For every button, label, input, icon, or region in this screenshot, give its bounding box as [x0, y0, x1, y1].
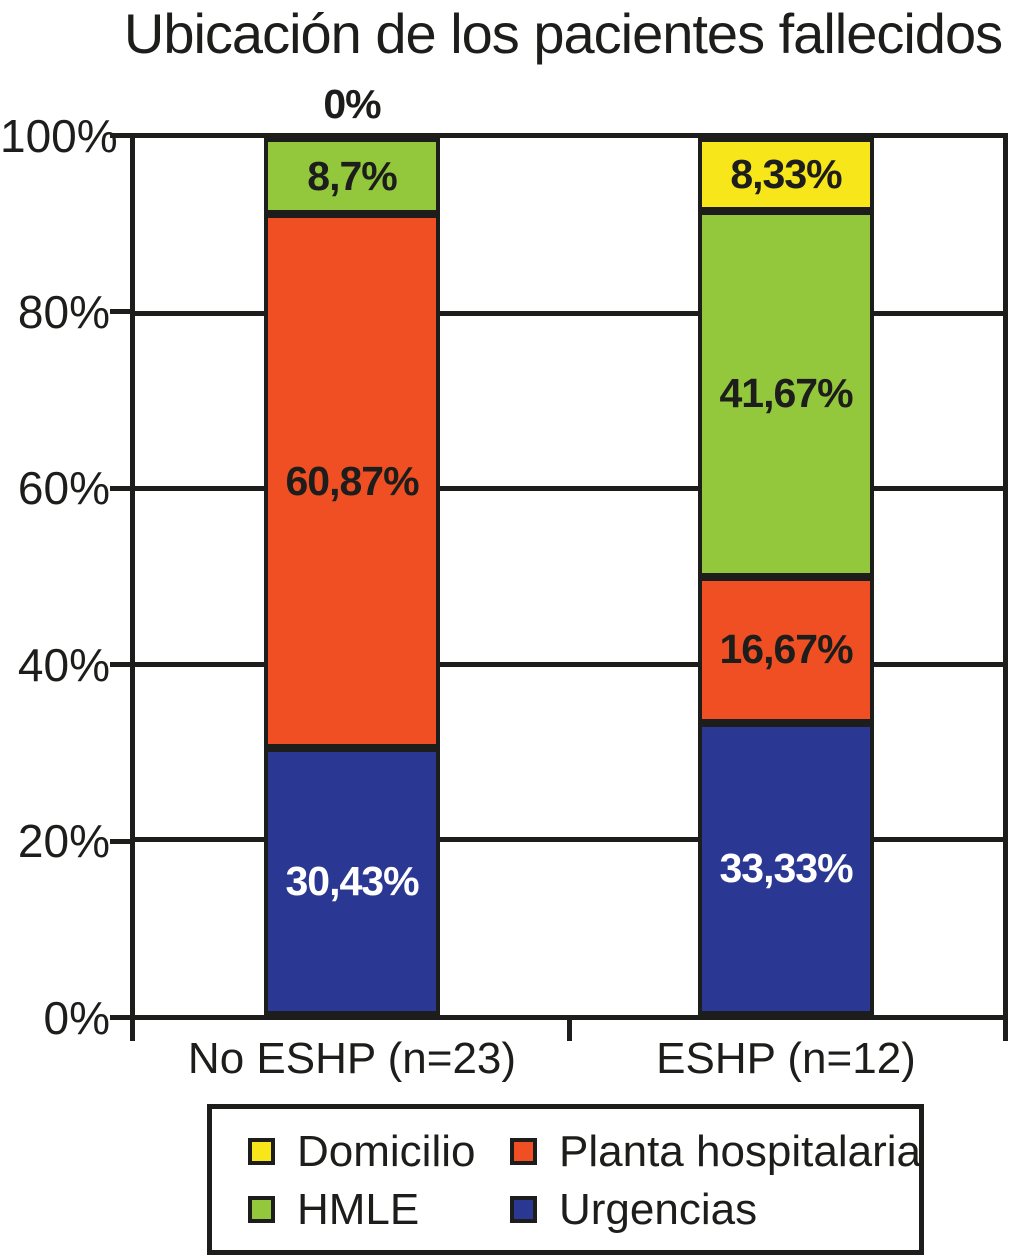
- bar-segment-hmle: 41,67%: [698, 211, 874, 577]
- legend-swatch: [248, 1138, 275, 1165]
- bar-value-label: 8,33%: [730, 151, 842, 198]
- bar-segment-domicilio: 8,33%: [698, 138, 874, 212]
- legend-swatch: [510, 1138, 537, 1165]
- bar-value-label: 60,87%: [285, 457, 419, 504]
- gridline: [135, 310, 1003, 316]
- x-axis-category-label: ESHP (n=12): [656, 1034, 916, 1083]
- x-axis-tick: [566, 1015, 572, 1041]
- legend-swatch: [248, 1196, 275, 1223]
- bar-eshp: 33,33% 16,67% 41,67% 8,33%: [698, 138, 874, 1015]
- y-axis-tick-label: 0%: [43, 991, 110, 1044]
- bar-segment-urgencias: 30,43%: [264, 748, 440, 1015]
- bar-value-label: 16,67%: [719, 626, 853, 673]
- y-axis-tick-label: 80%: [17, 285, 110, 338]
- bar-value-label: 30,43%: [285, 858, 419, 905]
- legend-label: Domicilio: [297, 1126, 476, 1176]
- legend-item-domicilio: Domicilio: [248, 1127, 510, 1177]
- plot-area: 30,43% 60,87% 8,7% 33,33% 16,67% 41,67% 8,33%: [130, 133, 1008, 1020]
- y-axis-tick: [110, 1015, 131, 1020]
- legend: Domicilio Planta hospitalaria HMLE Urgencia…: [207, 1104, 924, 1255]
- legend-item-planta-hospitalaria: Planta hospitalaria: [510, 1127, 921, 1177]
- bar-no-eshp: 30,43% 60,87% 8,7%: [264, 138, 440, 1015]
- bar-segment-planta-hospitalaria: 16,67%: [698, 576, 874, 723]
- legend-label: Urgencias: [559, 1184, 758, 1234]
- y-axis-tick-label: 100%: [0, 109, 118, 162]
- bar-value-label-outside: 0%: [323, 81, 381, 127]
- legend-item-urgencias: Urgencias: [510, 1185, 921, 1235]
- gridline: [135, 661, 1003, 667]
- y-axis-tick: [110, 838, 131, 844]
- legend-label: Planta hospitalaria: [559, 1126, 922, 1176]
- legend-swatch: [510, 1196, 537, 1223]
- bar-segment-hmle: 8,7%: [264, 138, 440, 215]
- bar-segment-planta-hospitalaria: 60,87%: [264, 214, 440, 749]
- bar-value-label: 33,33%: [719, 845, 853, 892]
- chart-title: Ubicación de los pacientes fallecidos: [123, 2, 1003, 65]
- y-axis-tick: [110, 133, 131, 138]
- y-axis-tick-label: 20%: [17, 815, 110, 868]
- x-axis-tick: [1003, 1015, 1008, 1041]
- x-axis-category-label: No ESHP (n=23): [187, 1034, 517, 1083]
- y-axis-tick-label: 40%: [17, 638, 110, 691]
- legend-item-hmle: HMLE: [248, 1185, 510, 1235]
- legend-label: HMLE: [297, 1184, 420, 1234]
- y-axis-tick: [110, 309, 131, 315]
- y-axis-tick: [110, 662, 131, 668]
- bar-value-label: 41,67%: [719, 370, 853, 417]
- y-axis-tick-label: 60%: [17, 462, 110, 515]
- bar-value-label: 8,7%: [307, 152, 397, 199]
- bar-segment-urgencias: 33,33%: [698, 722, 874, 1015]
- gridline: [135, 486, 1003, 492]
- y-axis-tick: [110, 485, 131, 491]
- x-axis-tick: [130, 1015, 135, 1041]
- gridline: [135, 837, 1003, 843]
